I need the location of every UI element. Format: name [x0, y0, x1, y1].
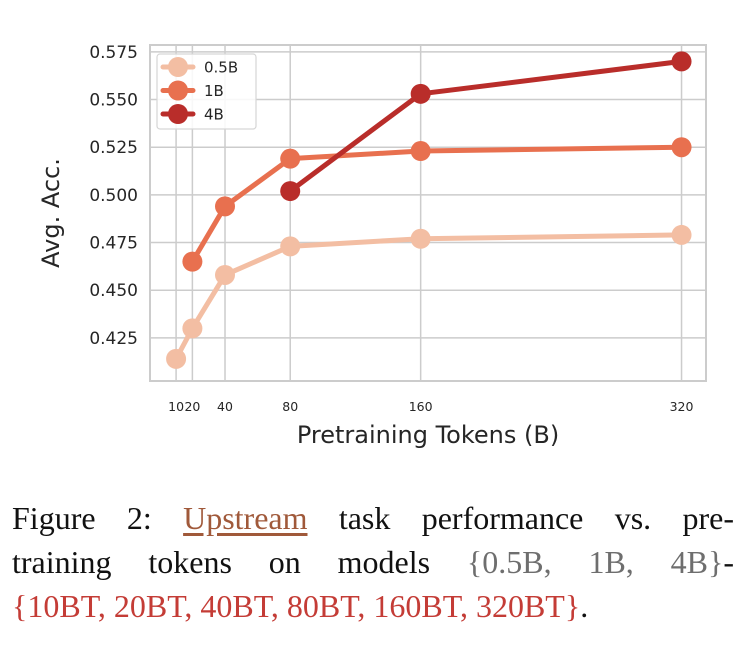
plot-frame	[149, 44, 707, 382]
caption-line-1: Figure 2: Upstream task performance vs. …	[12, 496, 734, 540]
data-point-0.5B	[166, 348, 187, 369]
x-tick-labels: 10 20 40 80 160 320	[168, 399, 693, 414]
series-lines	[166, 51, 692, 369]
x-tick-label: 40	[217, 399, 233, 414]
series-line-1B	[190, 144, 682, 263]
x-tick-label: 80	[282, 399, 298, 414]
legend-label: 4B	[204, 106, 224, 124]
data-point-1B	[410, 141, 431, 162]
data-point-1B	[671, 137, 692, 158]
caption-line-3: {10BT, 20BT, 40BT, 80BT, 160BT, 320BT}.	[12, 584, 734, 628]
y-tick-label: 0.475	[89, 234, 138, 254]
caption-line-2: training tokens on models {0.5B, 1B, 4B}…	[12, 540, 734, 584]
y-tick-label: 0.550	[89, 91, 138, 111]
data-point-4B	[671, 51, 692, 72]
upstream-link[interactable]: Upstream	[183, 500, 308, 536]
data-point-0.5B	[280, 236, 301, 257]
series-line-4B	[288, 58, 682, 194]
data-point-1B	[215, 196, 236, 217]
data-point-0.5B	[410, 228, 431, 249]
data-point-1B	[182, 251, 203, 272]
y-tick-label: 0.500	[89, 186, 138, 206]
legend: 0.5B 1B 4B	[156, 53, 257, 130]
figure-caption: Figure 2: Upstream task performance vs. …	[12, 496, 734, 628]
caption-text: task performance vs. pre-	[307, 500, 734, 536]
caption-tokens: {10BT, 20BT, 40BT, 80BT, 160BT, 320BT}	[12, 588, 581, 624]
y-tick-labels: 0.425 0.450 0.475 0.500 0.525 0.550 0.575	[89, 43, 138, 349]
data-point-4B	[280, 181, 301, 202]
line-chart: 0.425 0.450 0.475 0.500 0.525 0.550 0.575 10 20…	[37, 43, 707, 449]
y-axis-label: Avg. Acc.	[37, 158, 65, 268]
y-tick-label: 0.575	[89, 43, 138, 63]
series-line-0.5B	[173, 232, 682, 361]
legend-marker-4B	[168, 104, 188, 124]
y-tick-label: 0.450	[89, 281, 138, 301]
data-point-1B	[280, 148, 301, 169]
data-point-0.5B	[215, 264, 236, 285]
y-tick-label: 0.425	[89, 329, 138, 349]
caption-dash: -	[723, 544, 735, 580]
y-tick-label: 0.525	[89, 138, 138, 158]
x-tick-label: 20	[184, 399, 200, 414]
legend-marker-1B	[168, 80, 188, 101]
data-point-0.5B	[671, 224, 692, 245]
data-point-4B	[410, 83, 431, 104]
legend-label: 0.5B	[204, 59, 238, 77]
x-tick-label: 320	[670, 399, 694, 414]
legend-label: 1B	[204, 82, 224, 100]
caption-text: training tokens on models	[12, 544, 467, 580]
caption-models: {0.5B, 1B, 4B}	[466, 544, 724, 580]
x-tick-label: 10	[168, 399, 184, 414]
x-tick-label: 160	[409, 399, 433, 414]
x-axis-label: Pretraining Tokens (B)	[297, 421, 559, 449]
data-point-0.5B	[182, 318, 203, 339]
caption-prefix: Figure 2:	[12, 500, 184, 536]
caption-period: .	[580, 588, 589, 624]
legend-marker-0.5B	[168, 57, 188, 77]
